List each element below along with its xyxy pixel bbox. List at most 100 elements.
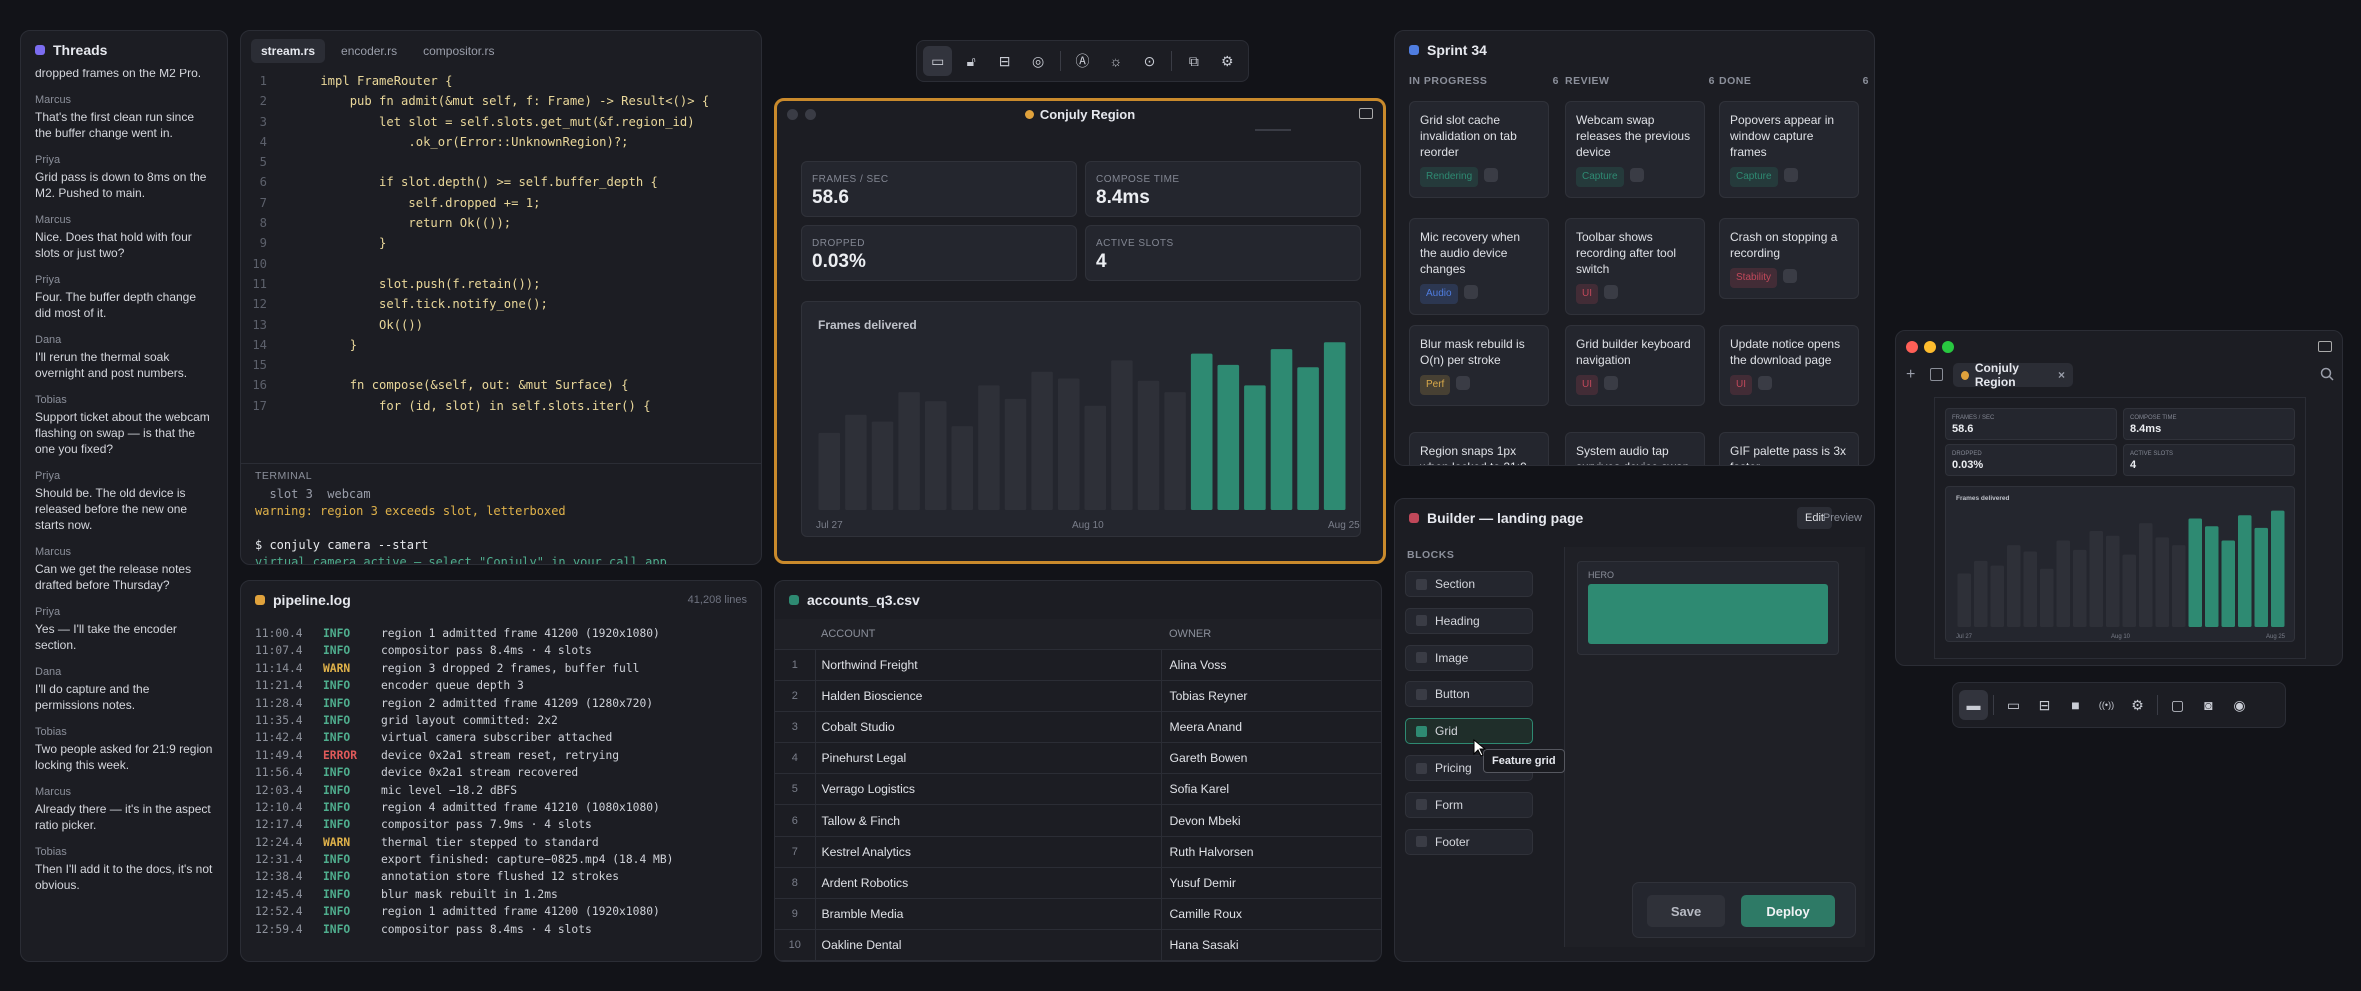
close-dot[interactable]	[787, 109, 798, 120]
close-button[interactable]	[1906, 341, 1918, 353]
camera-off-icon[interactable]: ▢	[2170, 696, 2185, 713]
col-owner[interactable]: OWNER	[1161, 619, 1381, 650]
target-icon[interactable]: ◎	[1031, 52, 1045, 69]
table-row[interactable]: 1 Northwind Freight Alina Voss	[775, 649, 1381, 681]
sidebar-toggle-icon[interactable]	[1359, 108, 1373, 119]
unlock-icon[interactable]: 🔓︎	[966, 52, 976, 69]
hero-block[interactable]: HERO	[1577, 561, 1839, 655]
kanban-card[interactable]: Blur mask rebuild is O(n) per stroke Perf	[1409, 325, 1549, 406]
table-row[interactable]: 10 Oakline Dental Hana Sasaki	[775, 929, 1381, 961]
screen-icon[interactable]: ▬	[1959, 690, 1988, 720]
fullscreen-icon[interactable]: ▭	[2006, 696, 2021, 713]
pen-icon[interactable]: Ⓐ	[1075, 53, 1090, 69]
kanban-card[interactable]: Crash on stopping a recording Stability	[1719, 218, 1859, 299]
preview-toggle[interactable]: Preview	[1822, 512, 1862, 524]
window-icon[interactable]: ⊟	[2038, 696, 2051, 713]
table-row[interactable]: 2 Halden Bioscience Tobias Reyner	[775, 680, 1381, 712]
deploy-button[interactable]: Deploy	[1741, 895, 1835, 927]
cell-account[interactable]: Tallow & Finch	[814, 804, 1161, 837]
block-section[interactable]: Section	[1405, 571, 1533, 597]
cell-account[interactable]: Oakline Dental	[814, 929, 1161, 961]
minimize-dot[interactable]	[805, 109, 816, 120]
gear-icon[interactable]: ⚙	[2131, 696, 2144, 713]
cell-account[interactable]: Pinehurst Legal	[814, 742, 1161, 775]
grid-icon[interactable]	[1930, 368, 1943, 381]
camera-icon[interactable]: ◙	[2204, 697, 2213, 713]
mini-tab[interactable]: Conjuly Region ×	[1953, 361, 2073, 389]
display-icon[interactable]: ■	[2071, 697, 2080, 713]
cell-account[interactable]: Ardent Robotics	[814, 867, 1161, 900]
table-row[interactable]: 4 Pinehurst Legal Gareth Bowen	[775, 742, 1381, 775]
terminal[interactable]: TERMINAL slot 3 webcam warning: region 3 …	[241, 463, 761, 564]
save-button[interactable]: Save	[1647, 895, 1725, 927]
kanban-card[interactable]: Toolbar shows recording after tool switc…	[1565, 218, 1705, 315]
sun-icon[interactable]: ☼	[1109, 53, 1123, 69]
layout-icon[interactable]: ⊟	[998, 52, 1011, 69]
block-form[interactable]: Form	[1405, 791, 1533, 818]
broadcast-icon[interactable]: ((•))	[2098, 700, 2115, 710]
edit-toggle[interactable]: Edit	[1797, 507, 1832, 529]
cell-account[interactable]: Halden Bioscience	[814, 680, 1161, 712]
table-row[interactable]: 5 Verrago Logistics Sofia Karel	[775, 773, 1381, 806]
cell-owner[interactable]: Yusuf Demir	[1160, 867, 1381, 900]
tooltip-feature-grid: Feature grid	[1483, 749, 1565, 773]
cell-owner[interactable]: Devon Mbeki	[1160, 804, 1381, 837]
message-list[interactable]: dropped frames on the M2 Pro. Marcus That'…	[21, 69, 227, 961]
sidebar-icon[interactable]	[2318, 341, 2332, 352]
kanban-card[interactable]: Grid builder keyboard navigation UI	[1565, 325, 1705, 406]
block-grid[interactable]: Grid	[1405, 718, 1533, 745]
log-message: annotation store flushed 12 strokes	[381, 870, 620, 884]
tab-encoder[interactable]: encoder.rs	[341, 44, 398, 58]
message: Tobias Support ticket about the webcam fl…	[35, 394, 213, 457]
cell-account[interactable]: Verrago Logistics	[814, 773, 1161, 806]
cell-account[interactable]: Kestrel Analytics	[814, 836, 1161, 868]
tab-stream[interactable]: stream.rs	[251, 39, 326, 63]
search-icon[interactable]	[2320, 367, 2334, 381]
close-tab-icon[interactable]: ×	[2057, 368, 2065, 382]
code-area[interactable]: 1 impl FrameRouter {2 pub fn admit(&mut …	[241, 71, 761, 453]
col-account[interactable]: ACCOUNT	[815, 619, 1161, 650]
code-line: 17 for (id, slot) in self.slots.iter() {	[241, 396, 761, 416]
block-footer[interactable]: Footer	[1405, 828, 1533, 855]
gear-icon[interactable]: ⚙	[1221, 52, 1234, 69]
pin-icon[interactable]: ⊙	[1143, 52, 1156, 69]
kanban-card[interactable]: Grid slot cache invalidation on tab reor…	[1409, 101, 1549, 198]
block-image[interactable]: Image	[1405, 644, 1533, 671]
minimize-button[interactable]	[1924, 341, 1936, 353]
kanban-card[interactable]: GIF palette pass is 3x fasterPerf	[1719, 432, 1859, 465]
cell-owner[interactable]: Meera Anand	[1160, 711, 1381, 744]
kanban-card[interactable]: System audio tap survives device swap	[1565, 432, 1705, 465]
drag-handle[interactable]	[1255, 129, 1291, 131]
cell-owner[interactable]: Gareth Bowen	[1160, 742, 1381, 775]
block-button[interactable]: Button	[1405, 681, 1533, 708]
window-icon[interactable]: ▭	[923, 46, 953, 76]
copy-icon[interactable]: ⧉	[1188, 52, 1199, 69]
cell-account[interactable]: Cobalt Studio	[814, 711, 1161, 744]
cell-owner[interactable]: Alina Voss	[1160, 649, 1381, 681]
cell-account[interactable]: Bramble Media	[814, 898, 1161, 931]
cell-account[interactable]: Northwind Freight	[814, 649, 1161, 681]
kanban-card[interactable]: Region snaps 1px when locked to 21:9	[1409, 432, 1549, 465]
table-row[interactable]: 6 Tallow & Finch Devon Mbeki	[775, 804, 1381, 837]
cell-owner[interactable]: Tobias Reyner	[1160, 680, 1381, 712]
block-heading[interactable]: Heading	[1405, 607, 1533, 634]
canvas[interactable]: HERO	[1565, 547, 1865, 947]
table-row[interactable]: 8 Ardent Robotics Yusuf Demir	[775, 867, 1381, 900]
table-row[interactable]: 3 Cobalt Studio Meera Anand	[775, 711, 1381, 744]
log-lines[interactable]: 11:00.4 INFO region 1 admitted frame 41200…	[241, 619, 761, 944]
chart-bar	[1297, 367, 1319, 510]
kanban-card[interactable]: Popovers appear in window capture frames…	[1719, 101, 1859, 198]
table-row[interactable]: 9 Bramble Media Camille Roux	[775, 898, 1381, 931]
table-row[interactable]: 7 Kestrel Analytics Ruth Halvorsen	[775, 836, 1381, 868]
zoom-button[interactable]	[1942, 341, 1954, 353]
cell-owner[interactable]: Sofia Karel	[1160, 773, 1381, 806]
cell-owner[interactable]: Camille Roux	[1160, 898, 1381, 931]
cell-owner[interactable]: Hana Sasaki	[1160, 929, 1381, 961]
kanban-card[interactable]: Webcam swap releases the previous device…	[1565, 101, 1705, 198]
kanban-card[interactable]: Mic recovery when the audio device chang…	[1409, 218, 1549, 315]
plus-icon[interactable]: +	[1906, 366, 1916, 383]
tab-compositor[interactable]: compositor.rs	[423, 44, 495, 58]
cell-owner[interactable]: Ruth Halvorsen	[1160, 836, 1381, 868]
kanban-card[interactable]: Update notice opens the download page UI	[1719, 325, 1859, 406]
record-icon[interactable]: ◉	[2233, 696, 2246, 713]
